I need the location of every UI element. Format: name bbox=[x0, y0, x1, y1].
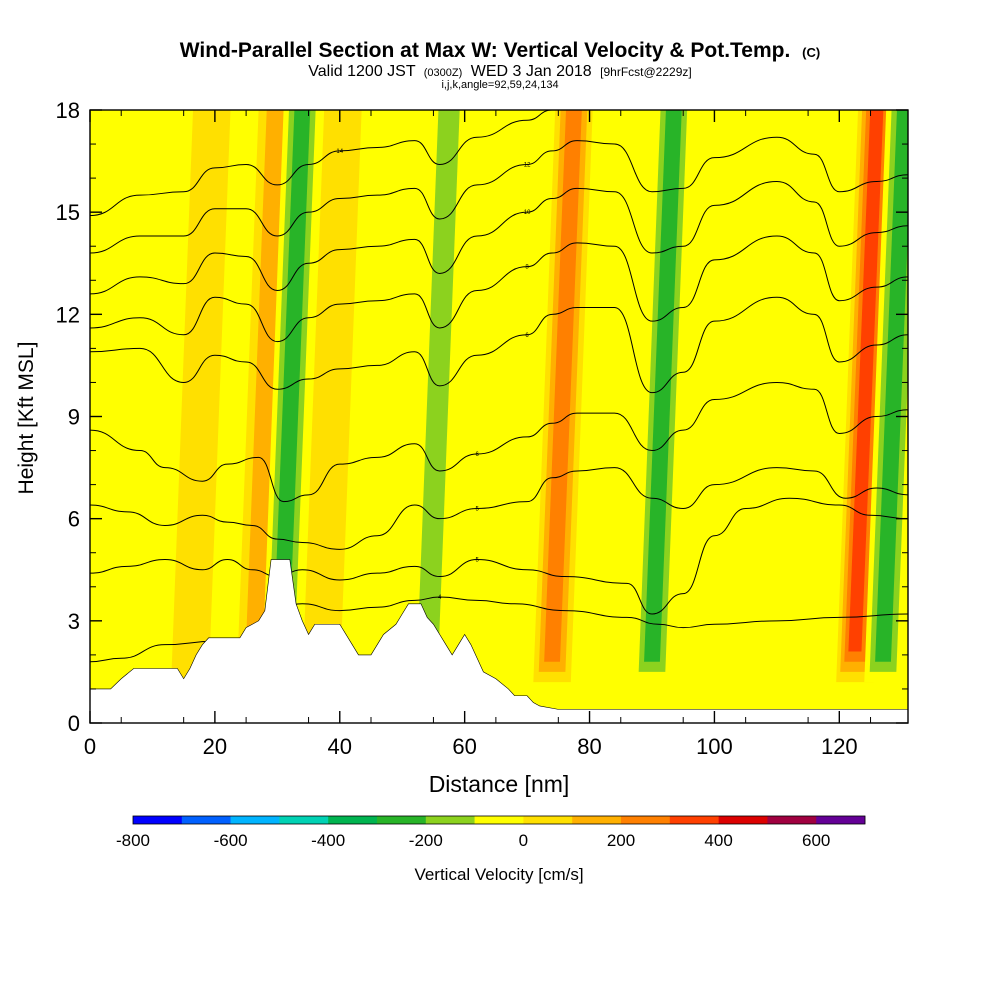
colorbar-swatch bbox=[133, 816, 183, 824]
theta-contour-4 bbox=[90, 296, 908, 394]
downdraft-plume-9 bbox=[864, 110, 908, 683]
colorbar-swatch bbox=[328, 816, 378, 824]
velocity-band bbox=[416, 110, 460, 672]
colorbar-tick-label: -600 bbox=[214, 831, 248, 850]
theta-contour-8 bbox=[90, 110, 553, 217]
theta-contour-7 bbox=[90, 136, 908, 254]
y-tick-label: 6 bbox=[68, 507, 80, 532]
theta-contour-6 bbox=[90, 181, 908, 295]
contour-label: 6 bbox=[475, 452, 479, 458]
contour-label: 10 bbox=[524, 210, 531, 216]
section-indices: i,j,k,angle=92,59,24,134 bbox=[441, 79, 558, 91]
colorbar-swatch bbox=[425, 816, 475, 824]
x-tick-label: 0 bbox=[84, 734, 96, 759]
y-tick-label: 15 bbox=[56, 200, 80, 225]
valid-utc: (0300Z) bbox=[424, 67, 463, 79]
axes: 0 20 40 60 80 100 120 0 3 6 9 12 15 18 bbox=[56, 98, 908, 759]
x-tick-label: 20 bbox=[203, 734, 227, 759]
theta-contour-5 bbox=[90, 235, 908, 343]
velocity-band bbox=[544, 110, 582, 662]
theta-contour-1 bbox=[90, 497, 908, 615]
contour-label: 8 bbox=[525, 265, 529, 271]
y-tick-label: 12 bbox=[56, 302, 80, 327]
colorbar-swatch bbox=[279, 816, 329, 824]
velocity-band bbox=[848, 110, 884, 652]
colorbar-tick-label: -400 bbox=[311, 831, 345, 850]
terrain-mask bbox=[90, 559, 908, 723]
colorbar-swatch bbox=[816, 816, 866, 824]
colorbar-tick-label: 200 bbox=[607, 831, 635, 850]
colorbar-tick-label: 0 bbox=[519, 831, 528, 850]
x-tick-label: 80 bbox=[577, 734, 601, 759]
y-tick-label: 3 bbox=[68, 609, 80, 634]
y-tick-label: 0 bbox=[68, 711, 80, 736]
updraft-plume-4 bbox=[836, 110, 896, 683]
contour-label: 14 bbox=[336, 149, 343, 155]
svg-text:Wind-Parallel Section at Max W: Wind-Parallel Section at Max W: Vertical… bbox=[180, 39, 820, 62]
colorbar-tick-label: 400 bbox=[704, 831, 732, 850]
x-tick-label: 60 bbox=[452, 734, 476, 759]
valid-prefix: Valid 1200 JST bbox=[308, 63, 416, 80]
theta-contour-3 bbox=[90, 381, 908, 503]
svg-text:Valid 1200 JST (0300Z): Valid 1200 JST (0300Z) WED 3 Jan 2018 [9… bbox=[308, 63, 691, 80]
colorbar-tick-label: 600 bbox=[802, 831, 830, 850]
colorbar-swatch bbox=[669, 816, 719, 824]
colorbar: -800 -600 -400 -200 0 200 400 600 bbox=[116, 815, 866, 850]
downdraft-plume-6 bbox=[408, 110, 468, 683]
plot-area: 4 5 5 6 6 8 10 12 14 bbox=[90, 110, 908, 723]
theta-contour-2 bbox=[90, 467, 908, 550]
x-tick-label: 120 bbox=[821, 734, 858, 759]
potential-temperature-contours: 4 5 5 6 6 8 10 12 14 bbox=[90, 110, 908, 663]
x-tick-label: 40 bbox=[328, 734, 352, 759]
velocity-band bbox=[458, 110, 518, 683]
colorbar-swatch bbox=[523, 816, 573, 824]
updraft-plume-3 bbox=[533, 110, 593, 683]
contour-label: 6 bbox=[525, 333, 529, 339]
contour-label: 4 bbox=[438, 595, 442, 601]
colorbar-swatch bbox=[767, 816, 817, 824]
colorbar-frame bbox=[132, 815, 866, 825]
colorbar-swatch bbox=[181, 816, 231, 824]
colorbar-swatch bbox=[718, 816, 768, 824]
contour-label: 12 bbox=[524, 162, 531, 168]
colorbar-tick-label: -800 bbox=[116, 831, 150, 850]
velocity-field bbox=[171, 110, 908, 683]
contour-label: 5 bbox=[475, 506, 479, 512]
contour-label: 5 bbox=[475, 558, 479, 564]
colorbar-swatch bbox=[572, 816, 622, 824]
x-tick-label: 100 bbox=[696, 734, 733, 759]
velocity-band bbox=[244, 110, 288, 672]
velocity-band bbox=[272, 110, 311, 662]
colorbar-label: Vertical Velocity [cm/s] bbox=[414, 865, 583, 884]
colorbar-swatch bbox=[377, 816, 427, 824]
velocity-band bbox=[875, 110, 908, 662]
y-axis-label: Height [Kft MSL] bbox=[15, 342, 38, 495]
chart-title-suffix: (C) bbox=[802, 45, 820, 60]
colorbar-swatch bbox=[621, 816, 671, 824]
downdraft-plume-7 bbox=[458, 110, 518, 683]
colorbar-tick-label: -200 bbox=[409, 831, 443, 850]
x-axis-label: Distance [nm] bbox=[429, 771, 570, 797]
updraft-plume-2 bbox=[302, 110, 362, 683]
colorbar-swatch bbox=[230, 816, 280, 824]
valid-date: WED 3 Jan 2018 bbox=[471, 63, 592, 80]
velocity-band bbox=[302, 110, 362, 683]
chart-title: Wind-Parallel Section at Max W: Vertical… bbox=[180, 39, 791, 62]
valid-forecast: [9hrFcst@2229z] bbox=[600, 65, 692, 79]
colorbar-swatch bbox=[474, 816, 524, 824]
y-tick-label: 9 bbox=[68, 405, 80, 430]
y-tick-label: 18 bbox=[56, 98, 80, 123]
